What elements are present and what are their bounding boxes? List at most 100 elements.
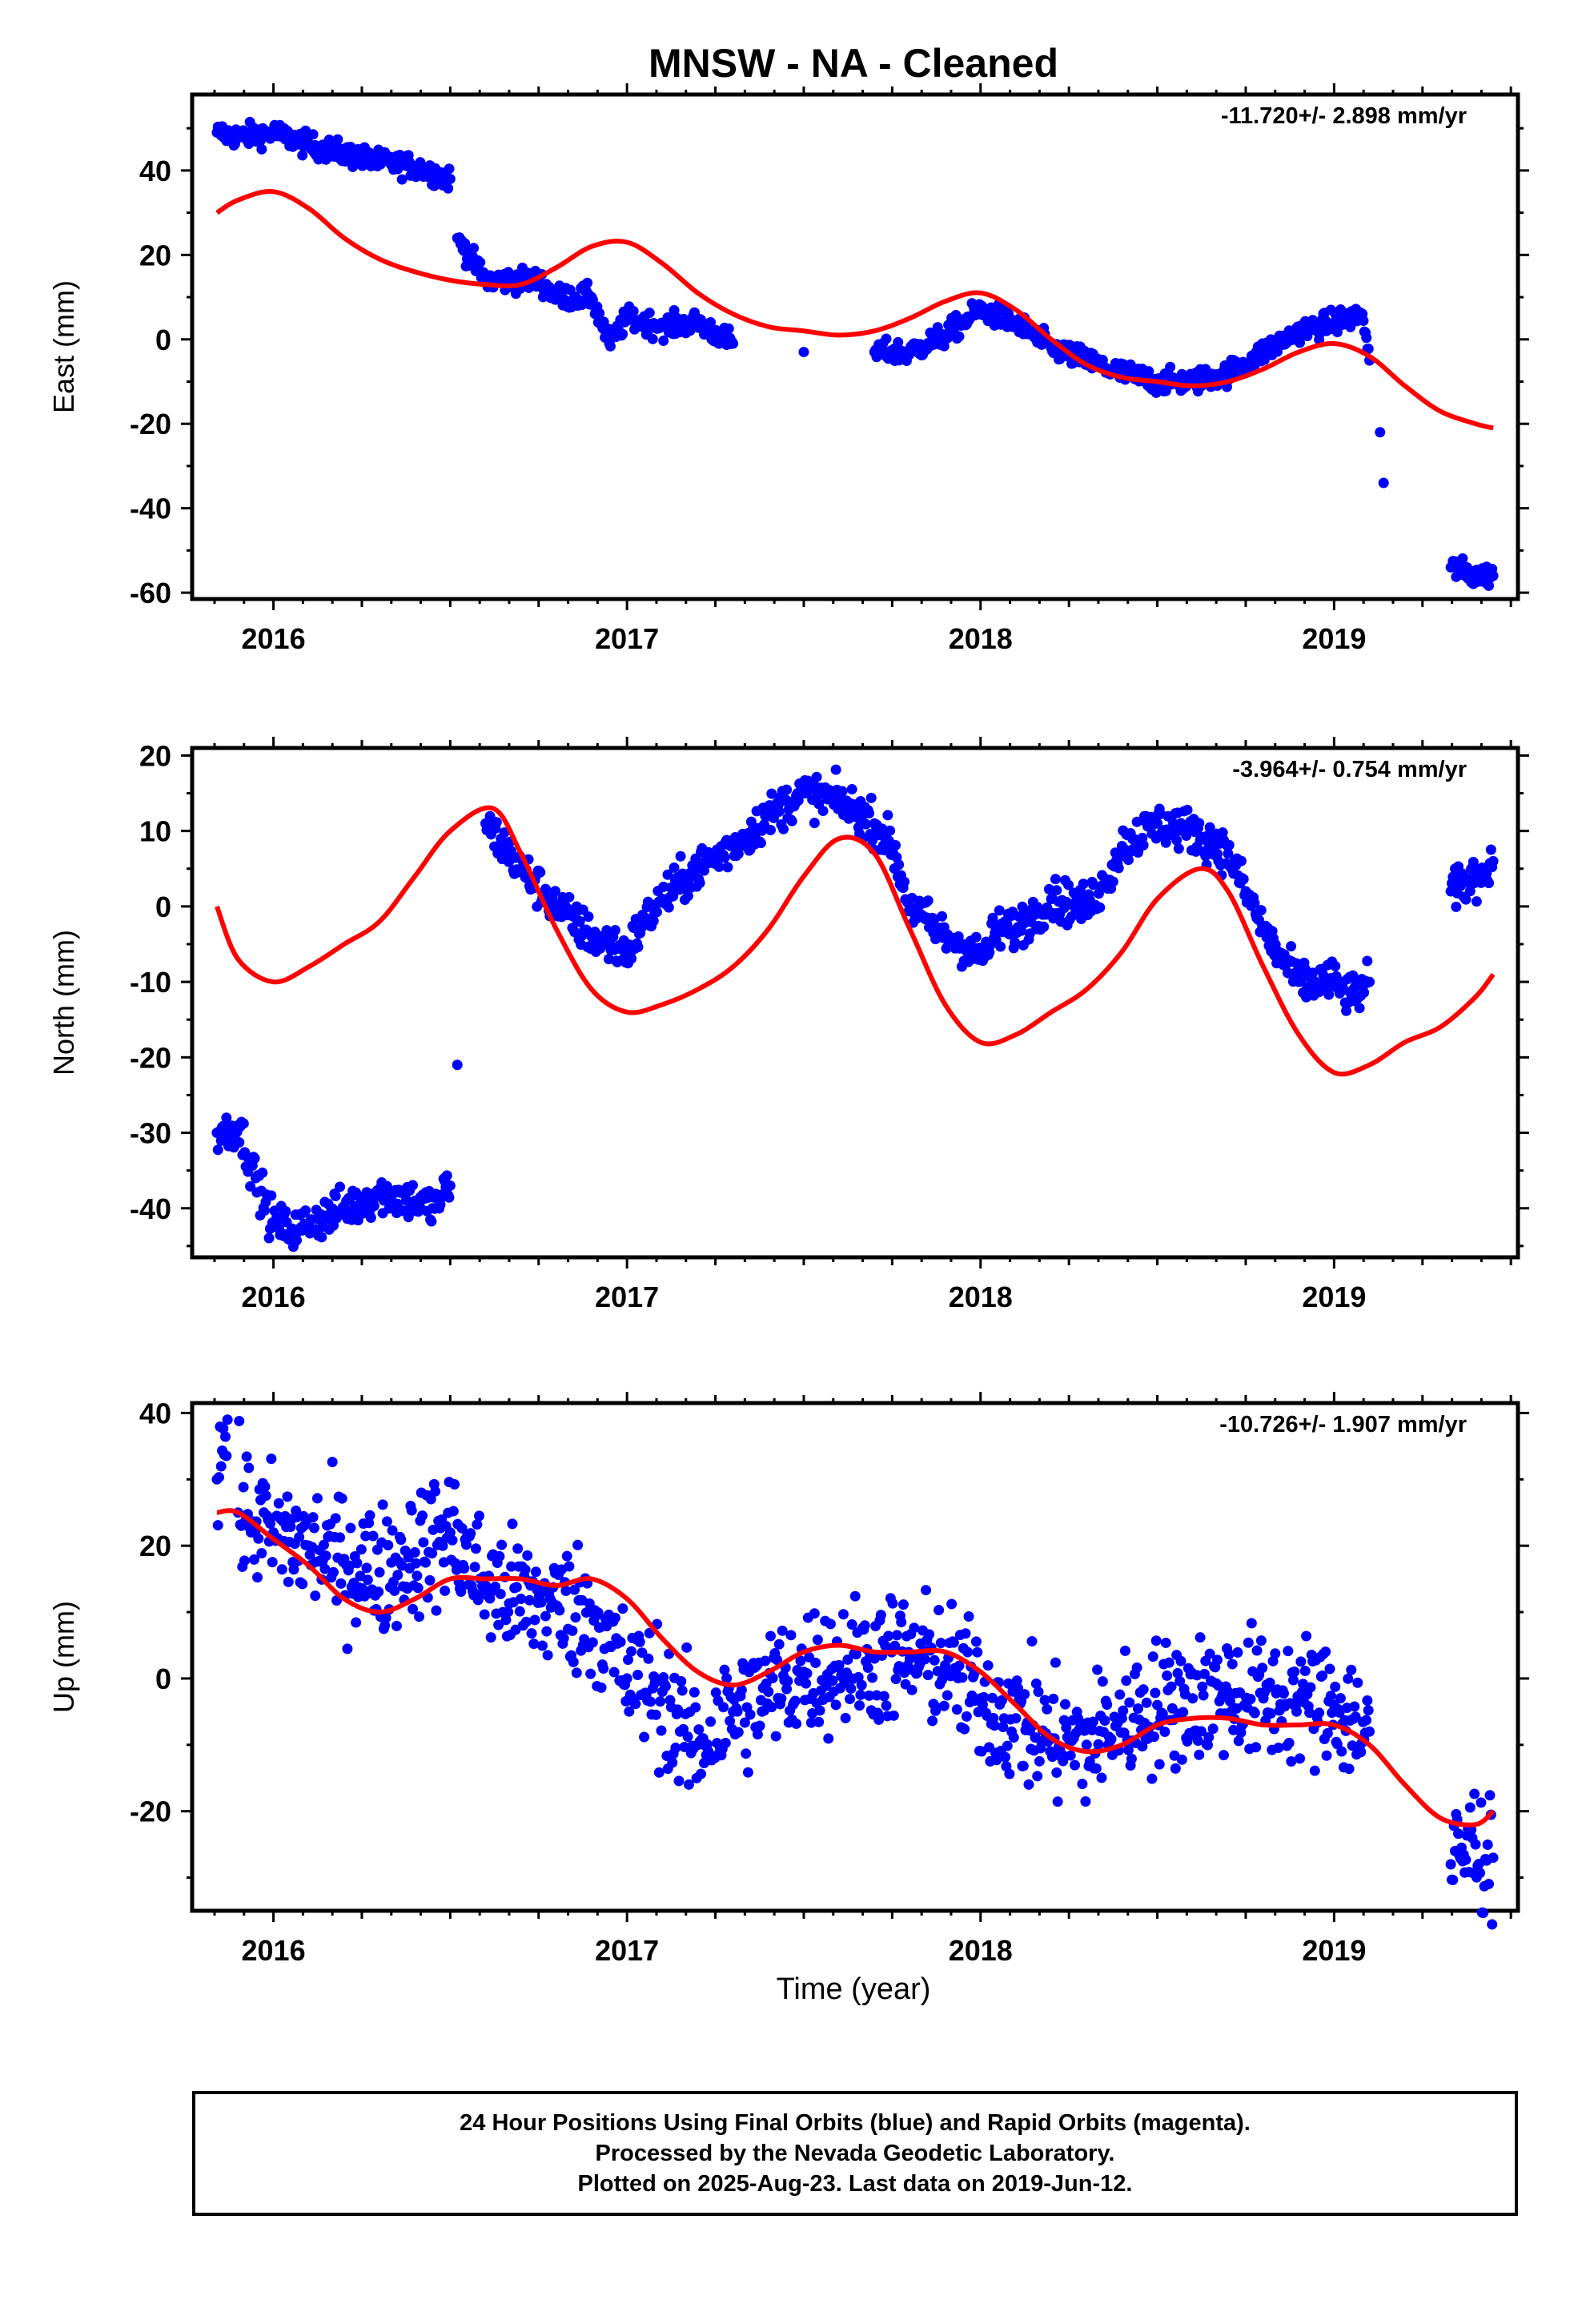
- y-tick-label: 20: [139, 739, 171, 772]
- data-point: [791, 1718, 802, 1729]
- data-point: [909, 1622, 920, 1634]
- data-point: [1182, 1736, 1193, 1747]
- data-point: [380, 1612, 391, 1623]
- data-point: [673, 1704, 684, 1715]
- data-point: [585, 1668, 596, 1679]
- data-point: [1251, 1645, 1263, 1656]
- data-point: [469, 1562, 480, 1573]
- data-point: [881, 333, 892, 344]
- data-point: [972, 1647, 983, 1658]
- data-point: [1080, 1796, 1091, 1807]
- data-point: [1305, 1682, 1316, 1693]
- data-point: [1150, 1635, 1162, 1647]
- data-point: [571, 1667, 582, 1679]
- data-point: [682, 1731, 693, 1743]
- data-point: [355, 1544, 367, 1555]
- data-point: [431, 1605, 442, 1616]
- data-point: [308, 1522, 319, 1534]
- data-point: [1246, 1618, 1257, 1629]
- data-point: [663, 902, 674, 913]
- data-point: [1352, 1677, 1363, 1688]
- data-point: [1362, 1695, 1373, 1706]
- data-point: [373, 1586, 384, 1598]
- data-point: [1317, 1670, 1328, 1681]
- data-point: [888, 1710, 899, 1721]
- data-point: [1204, 1648, 1215, 1659]
- data-point: [212, 1144, 223, 1156]
- data-point: [995, 941, 1006, 952]
- data-point: [1470, 1839, 1481, 1850]
- data-point: [1163, 1657, 1174, 1668]
- data-point: [946, 1598, 958, 1610]
- data-point: [1295, 975, 1307, 987]
- data-point: [1238, 874, 1249, 885]
- data-point: [564, 1561, 575, 1572]
- data-point: [881, 1700, 892, 1711]
- data-point: [1138, 839, 1149, 850]
- data-point: [1010, 937, 1021, 948]
- data-point: [1004, 1768, 1015, 1779]
- y-axis-label: East (mm): [47, 280, 80, 413]
- data-point: [1171, 834, 1182, 846]
- data-point: [351, 1617, 362, 1628]
- data-point: [865, 792, 877, 803]
- data-point: [651, 907, 662, 918]
- data-point: [456, 1522, 468, 1534]
- data-point: [507, 1518, 518, 1530]
- data-point: [251, 1572, 263, 1583]
- data-point: [951, 1704, 962, 1715]
- data-point: [924, 1629, 935, 1640]
- data-point: [506, 1561, 517, 1572]
- data-point: [626, 953, 637, 964]
- data-point: [658, 336, 669, 347]
- data-point: [273, 1498, 284, 1509]
- data-point: [1152, 1699, 1163, 1711]
- data-point: [1050, 874, 1061, 885]
- data-point: [1058, 1755, 1069, 1767]
- data-point: [307, 129, 319, 140]
- data-point: [922, 1670, 934, 1681]
- data-point: [1018, 1760, 1029, 1771]
- x-tick-label: 2016: [242, 1281, 306, 1313]
- data-point: [239, 1555, 250, 1566]
- data-point: [998, 1722, 1009, 1733]
- data-point: [417, 1510, 428, 1522]
- data-point: [550, 886, 561, 897]
- data-point: [849, 1590, 861, 1602]
- data-point: [1008, 1732, 1019, 1743]
- data-point: [1350, 1711, 1361, 1723]
- data-point: [615, 1636, 626, 1647]
- data-point: [982, 1660, 994, 1671]
- data-point: [234, 1415, 245, 1426]
- data-point: [1358, 316, 1369, 327]
- data-point: [1484, 1790, 1496, 1801]
- caption-box: 24 Hour Positions Using Final Orbits (bl…: [192, 2091, 1518, 2216]
- y-tick-label: 0: [155, 324, 171, 356]
- data-point: [280, 1205, 291, 1216]
- data-point: [406, 1505, 417, 1516]
- data-point: [1059, 1699, 1070, 1710]
- data-point: [583, 911, 594, 923]
- data-point: [267, 1557, 278, 1568]
- data-point: [554, 1605, 565, 1616]
- y-tick-label: 20: [139, 239, 171, 271]
- data-point: [396, 1534, 407, 1546]
- data-point: [364, 1510, 375, 1521]
- data-point: [285, 1522, 296, 1533]
- data-point: [1147, 1651, 1158, 1663]
- plot-frame: [190, 92, 1520, 601]
- data-point: [854, 1700, 865, 1711]
- data-point: [938, 340, 950, 352]
- data-point: [1137, 1741, 1148, 1752]
- data-point: [1166, 1681, 1177, 1692]
- data-point: [1030, 1678, 1042, 1689]
- data-point: [360, 1530, 371, 1542]
- data-point: [1341, 1005, 1352, 1016]
- data-point: [1325, 1691, 1336, 1702]
- rate-label: -11.720+/- 2.898 mm/yr: [1221, 103, 1467, 129]
- data-point: [256, 143, 267, 155]
- data-point: [1464, 1802, 1476, 1813]
- data-point: [875, 1610, 886, 1621]
- data-point: [733, 1727, 744, 1738]
